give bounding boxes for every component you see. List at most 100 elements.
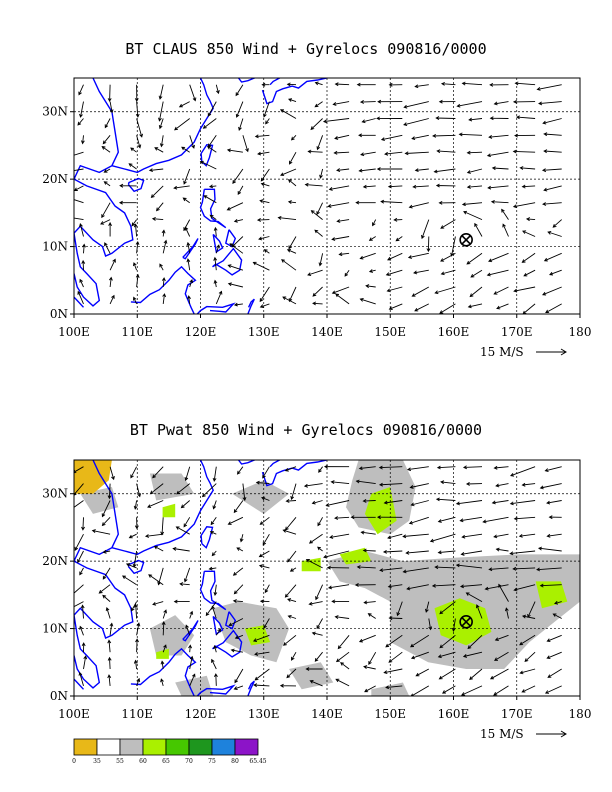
pwat-green-region [339, 547, 372, 565]
wind-vector [289, 567, 297, 572]
wind-vector [488, 252, 509, 263]
wind-vector [233, 302, 243, 307]
wind-vector [546, 634, 562, 643]
wind-vector [408, 202, 429, 209]
wind-vector [187, 295, 191, 304]
wind-vector [368, 236, 376, 241]
wind-vector [334, 82, 350, 87]
wind-vector [465, 482, 483, 486]
wind-vector [74, 197, 84, 204]
wind-vector [552, 613, 562, 619]
wind-vector [152, 601, 164, 606]
wind-vector [489, 668, 509, 680]
wind-vector [494, 634, 509, 642]
wind-vector [330, 480, 350, 485]
wind-vector [232, 168, 244, 184]
wind-vector [128, 533, 137, 539]
coastline [237, 78, 260, 83]
wind-vector [260, 182, 270, 187]
wind-vector [335, 678, 350, 687]
wind-vector [504, 607, 509, 619]
wind-vector [148, 168, 164, 173]
wind-vector [519, 668, 536, 675]
wind-vector [360, 151, 376, 157]
wind-vector [158, 118, 164, 130]
wind-vector [286, 82, 297, 87]
wind-vector [77, 550, 84, 564]
wind-vector [438, 201, 456, 205]
wind-vector [158, 84, 164, 100]
wind-vector [509, 500, 536, 506]
wind-vector [185, 624, 191, 636]
lon-tick-label: 170E [501, 325, 533, 339]
wind-vector [402, 567, 429, 574]
wind-vector [154, 147, 164, 153]
wind-vector [522, 230, 536, 237]
wind-vector [489, 116, 509, 121]
wind-vector [183, 517, 191, 528]
wind-vector [81, 517, 85, 531]
wind-vector [212, 466, 217, 482]
coastline [224, 611, 237, 630]
wind-vector [334, 615, 350, 619]
wind-vector [545, 303, 562, 314]
wind-vector [440, 219, 456, 229]
lon-tick-label: 110E [121, 325, 153, 339]
wind-vector [402, 533, 429, 539]
wind-vector [215, 84, 220, 95]
colorbar-label: 80 [231, 758, 239, 765]
wind-vector [440, 269, 456, 276]
colorbar-swatch [119, 738, 144, 756]
wind-vector [303, 483, 323, 488]
wind-vector [130, 147, 137, 153]
wind-vector [226, 202, 244, 211]
wind-vector [363, 665, 376, 670]
wind-vector [491, 166, 509, 171]
wind-vector [119, 183, 137, 188]
wind-vector [475, 604, 483, 619]
wind-vector [312, 286, 323, 297]
wind-vector [215, 290, 223, 305]
wind-vector [379, 567, 403, 573]
wind-vector [236, 547, 244, 552]
wind-vector [493, 101, 509, 106]
gyre-center-marker [459, 233, 473, 247]
lon-tick-label: 150E [374, 325, 406, 339]
wind-vector [102, 594, 111, 602]
wind-vector [227, 264, 244, 271]
wind-vector [78, 671, 84, 687]
wind-vector [355, 200, 376, 205]
wind-vector [469, 286, 483, 298]
wind-vector [467, 634, 483, 650]
wind-vector [512, 566, 536, 571]
wind-vector [133, 223, 138, 237]
wind-vector [376, 515, 403, 520]
wind-vector [209, 214, 217, 220]
wind-vector [184, 466, 191, 482]
wind-vector [259, 286, 270, 303]
wind-vector [181, 146, 190, 153]
wind-vector [439, 303, 456, 314]
coastline [74, 78, 134, 307]
wind-vector [209, 530, 217, 535]
wind-vector [466, 150, 483, 155]
wind-vector [284, 466, 297, 472]
wind-vector [134, 517, 139, 530]
wind-vector [546, 651, 562, 660]
wind-vector [486, 269, 509, 277]
wind-vector [172, 546, 190, 552]
wind-vector [316, 135, 324, 151]
wind-vector [410, 634, 430, 648]
wind-vector [118, 200, 137, 205]
wind-vector [281, 259, 297, 271]
pwat-colorbar: 0 35 55 60 65 70 75 80 65.45 [72, 738, 267, 765]
wind-vector [356, 565, 376, 569]
colorbar-swatch [211, 738, 236, 756]
wind-vector [147, 500, 164, 508]
wind-vector [258, 564, 270, 569]
wind-vector [501, 208, 509, 220]
wind-vector [262, 466, 270, 479]
wind-vector [536, 567, 562, 572]
wind-vector [385, 269, 403, 277]
wind-vector [410, 500, 429, 507]
